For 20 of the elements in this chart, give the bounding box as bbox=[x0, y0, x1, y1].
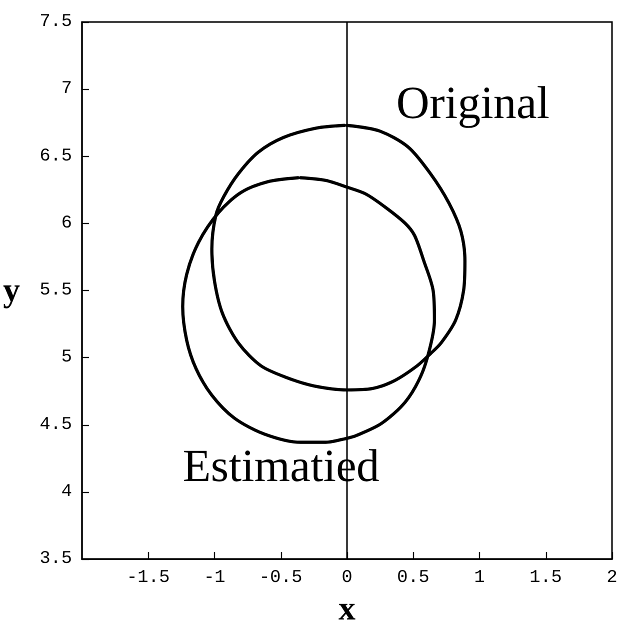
y-axis-title: y bbox=[3, 272, 20, 310]
y-tick-label: 7.5 bbox=[40, 12, 72, 32]
x-tick-label: 0.5 bbox=[397, 568, 430, 588]
y-tick-label: 4 bbox=[61, 482, 72, 502]
y-tick-label: 3.5 bbox=[40, 549, 72, 570]
y-tick-label: 6.5 bbox=[40, 146, 72, 166]
x-tick-label: 0 bbox=[342, 568, 352, 588]
y-tick-label: 7 bbox=[61, 79, 72, 100]
y-tick-label: 4.5 bbox=[40, 414, 72, 435]
y-tick-label: 6 bbox=[61, 213, 72, 234]
x-tick-label: -1.5 bbox=[126, 568, 170, 588]
x-tick-label: 1.5 bbox=[530, 568, 562, 588]
y-tick-label: 5 bbox=[61, 348, 72, 368]
x-tick-label: 2 bbox=[606, 568, 618, 588]
x-tick-label: -0.5 bbox=[259, 568, 302, 588]
y-tick-label: 5.5 bbox=[40, 280, 72, 301]
series-label: Original bbox=[396, 76, 550, 128]
x-tick-label: -1 bbox=[204, 568, 226, 588]
x-axis-title: x bbox=[338, 590, 356, 628]
x-tick-label: 1 bbox=[474, 568, 485, 588]
